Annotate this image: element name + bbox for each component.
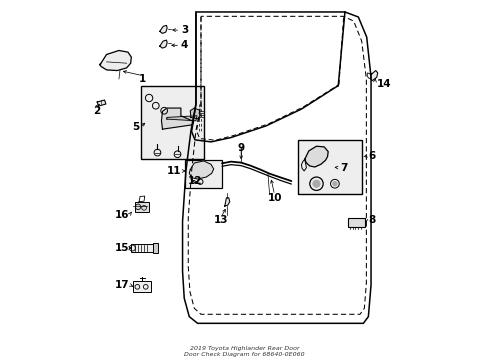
Polygon shape bbox=[100, 50, 131, 71]
Bar bbox=[152, 243, 158, 253]
Bar bbox=[130, 244, 153, 252]
Text: 10: 10 bbox=[267, 193, 281, 203]
Polygon shape bbox=[189, 161, 213, 179]
Text: 3: 3 bbox=[181, 26, 188, 35]
Circle shape bbox=[312, 180, 320, 188]
Text: 14: 14 bbox=[376, 79, 390, 89]
Polygon shape bbox=[369, 71, 377, 81]
Bar bbox=[347, 218, 364, 227]
Polygon shape bbox=[190, 108, 200, 119]
Text: 1: 1 bbox=[139, 74, 146, 84]
Text: 13: 13 bbox=[213, 215, 228, 225]
Polygon shape bbox=[304, 146, 327, 167]
Polygon shape bbox=[160, 25, 167, 33]
Polygon shape bbox=[97, 100, 106, 106]
Text: 11: 11 bbox=[166, 166, 181, 176]
Text: 17: 17 bbox=[114, 280, 129, 290]
Text: 6: 6 bbox=[367, 151, 375, 161]
Bar bbox=[298, 140, 361, 194]
Polygon shape bbox=[160, 40, 167, 48]
Text: 8: 8 bbox=[367, 215, 375, 225]
Bar bbox=[185, 159, 222, 188]
Text: 12: 12 bbox=[187, 176, 202, 186]
Text: 5: 5 bbox=[132, 122, 139, 132]
Text: 2: 2 bbox=[93, 106, 101, 116]
Circle shape bbox=[332, 182, 336, 186]
Text: 15: 15 bbox=[114, 243, 129, 253]
Polygon shape bbox=[166, 116, 197, 121]
Text: 7: 7 bbox=[339, 163, 346, 173]
Text: 9: 9 bbox=[237, 143, 244, 153]
Text: 16: 16 bbox=[114, 210, 129, 220]
Polygon shape bbox=[161, 108, 193, 129]
Bar bbox=[134, 202, 148, 212]
Bar bbox=[133, 282, 150, 292]
Bar bbox=[141, 86, 204, 159]
Polygon shape bbox=[224, 198, 229, 206]
Text: 2019 Toyota Highlander Rear Door
Door Check Diagram for 68640-0E060: 2019 Toyota Highlander Rear Door Door Ch… bbox=[184, 346, 304, 357]
Text: 4: 4 bbox=[181, 40, 188, 50]
